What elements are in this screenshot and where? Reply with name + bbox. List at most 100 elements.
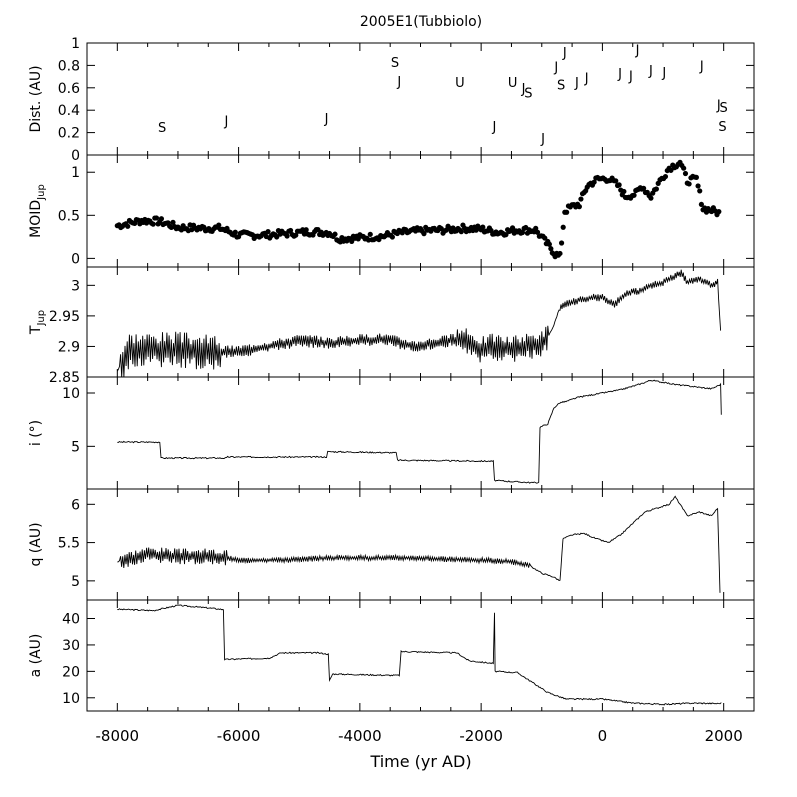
moid-point [681,165,687,171]
panel-tjup: 2.85 2.9 2.95 3 TJup [28,266,755,386]
moid-point [560,224,566,230]
encounter-label: U [455,76,465,91]
moid-point [548,246,554,252]
y-axis-label-moid: MOIDJup [28,184,47,238]
x-axis-label: Time (yr AD) [369,752,471,771]
moid-point [293,232,299,238]
y-axis-label-tjup: TJup [28,310,47,335]
moid-point [421,231,427,237]
y-tick-label-tjup: 3 [71,278,80,294]
moid-point [153,215,160,221]
y-tick-label-q: 5 [71,574,80,590]
y-axis-label-a: a (AU) [28,634,44,678]
moid-point [303,227,309,233]
moid-point [621,188,627,195]
moid-point [216,222,222,228]
moid-point [458,229,464,235]
series-line-q [117,495,721,593]
moid-point [695,183,701,189]
moid-point [376,236,382,243]
moid-point [519,229,526,236]
encounter-label: S [557,78,565,93]
encounter-label: J [716,99,721,114]
moid-point [578,196,584,202]
encounter-label: J [628,69,633,84]
y-tick-label-moid: 0 [71,251,80,267]
encounter-label: J [699,59,704,74]
y-tick-label-q: 5.5 [58,536,80,552]
encounter-label: S [720,101,728,116]
moid-point [542,235,548,241]
encounter-label: J [521,82,526,97]
panel-frame-incl [86,376,755,490]
moid-point [557,250,563,257]
x-tick-label: -8000 [96,727,140,745]
moid-point [533,225,539,231]
moid-point [576,204,582,210]
encounter-label: J [635,44,640,59]
x-tick-label: -6000 [217,727,261,745]
y-tick-label-q: 6 [71,497,80,513]
panel-frame-moid [86,154,755,268]
moid-point [389,234,395,240]
moid-point [265,229,271,235]
y-tick-label-tjup: 2.95 [49,309,80,325]
moid-point [693,174,699,180]
y-tick-label-dist: 1 [71,36,80,52]
y-tick-label-moid: 1 [71,165,80,181]
x-tick-label: 2000 [705,727,743,745]
panel-frame-tjup [86,266,755,378]
panel-incl: 5 10 i (°) [28,376,755,490]
y-tick-label-tjup: 2.85 [49,370,80,386]
panel-a: 10 20 30 40 a (AU) [28,599,755,712]
series-line-tjup [116,269,722,378]
moid-point [591,179,597,185]
y-axis-label-dist: Dist. (AU) [28,65,44,132]
encounter-label: J [396,75,401,90]
moid-point [150,221,156,227]
moid-point [558,240,565,246]
moid-point [349,238,355,245]
moid-point [697,188,703,194]
moid-point [616,182,622,188]
y-tick-label-dist: 0.6 [58,81,80,97]
series-line-incl [117,379,722,484]
moid-point [631,192,637,198]
panel-frame-q [86,488,755,601]
encounter-label: U [508,76,518,91]
moid-point [662,173,669,180]
moid-point [653,186,659,192]
y-tick-label-dist: 0.2 [58,126,80,142]
moid-point [648,195,654,201]
encounter-label: J [540,132,545,147]
moid-point [480,224,486,230]
encounter-label: J [584,72,589,87]
y-tick-label-a: 40 [62,612,80,628]
encounter-label: J [324,112,329,127]
moid-point [564,209,570,215]
moid-point [668,167,674,173]
y-tick-label-a: 20 [62,664,80,680]
moid-point [274,234,280,240]
moid-point [170,219,176,225]
moid-point [686,181,692,187]
encounter-label: S [158,121,166,136]
y-tick-label-dist: 0 [71,148,80,164]
y-tick-label-tjup: 2.9 [58,339,80,355]
moid-point [503,232,509,238]
x-axis: -8000 -6000 -4000 -2000 0 2000 [96,727,743,745]
moid-point [546,241,552,247]
y-tick-label-a: 30 [62,638,80,654]
panel-q: 5 5.5 6 q (AU) [28,488,755,601]
x-tick-label: -4000 [338,727,382,745]
y-tick-label-a: 10 [62,691,80,707]
moid-point [698,201,704,208]
y-tick-label-incl: 5 [71,439,80,455]
moid-point [158,216,165,222]
y-tick-label-dist: 0.8 [58,58,80,74]
moid-point [332,231,338,237]
moid-point [534,229,541,235]
encounter-label: J [492,120,497,135]
